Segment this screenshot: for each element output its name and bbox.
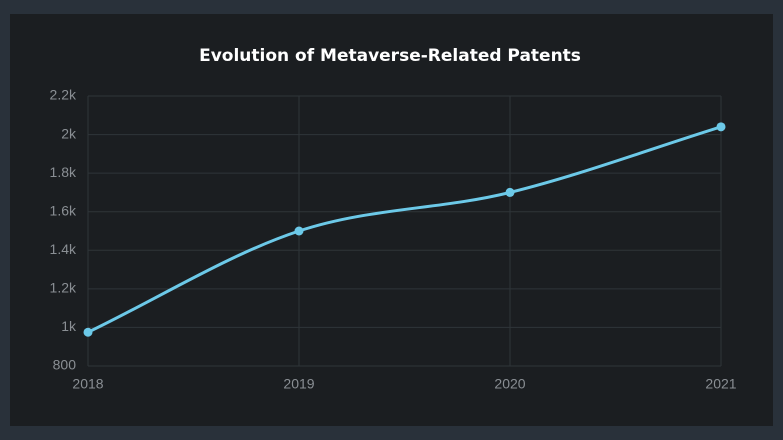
y-tick-label: 1.2k bbox=[50, 280, 77, 296]
y-tick-label: 800 bbox=[53, 357, 77, 373]
x-tick-label: 2020 bbox=[494, 376, 525, 392]
x-tick-label: 2018 bbox=[72, 376, 103, 392]
point bbox=[505, 187, 515, 197]
y-tick-label: 1k bbox=[61, 318, 77, 334]
y-tick-label: 2k bbox=[61, 125, 77, 141]
x-tick-label: 2021 bbox=[705, 376, 736, 392]
y-tick-label: 1.4k bbox=[50, 241, 77, 257]
y-tick-label: 2.2k bbox=[50, 87, 77, 103]
line bbox=[87, 125, 722, 334]
chart-title: Evolution of Metaverse-Related Patents bbox=[199, 46, 581, 66]
point bbox=[294, 226, 304, 236]
chart-panel bbox=[10, 14, 773, 426]
x-tick-label: 2019 bbox=[283, 376, 314, 392]
point bbox=[716, 122, 726, 132]
point bbox=[83, 327, 93, 337]
y-tick-label: 1.6k bbox=[50, 202, 77, 218]
y-tick-label: 1.8k bbox=[50, 164, 77, 180]
